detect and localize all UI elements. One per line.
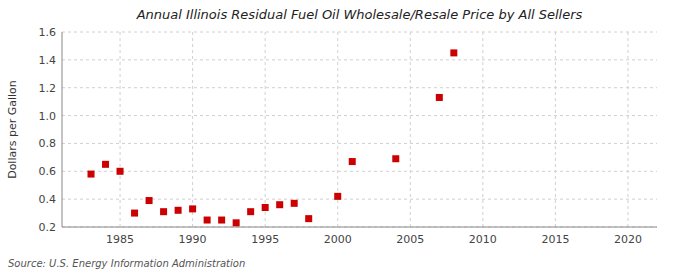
point [160,208,167,215]
y-tick-label: 1.6 [39,26,57,39]
y-axis-line [62,32,63,227]
point [175,207,182,214]
point [262,204,269,211]
y-tick-label: 0.4 [39,193,57,206]
x-tick-label: 2015 [541,233,569,246]
y-grid-line [62,115,657,116]
point [276,201,283,208]
point [305,215,312,222]
x-tick-label: 2010 [469,233,497,246]
x-grid-line [410,32,411,227]
title: Annual Illinois Residual Fuel Oil Wholes… [136,7,583,22]
x-tick-label: 2005 [396,233,424,246]
source-note: Source: U.S. Energy Information Administ… [8,258,245,269]
point [334,193,341,200]
y-grid-line [62,32,657,33]
point [146,197,153,204]
x-tick-label: 2020 [614,233,642,246]
y-axis-label: Dollars per Gallon [6,80,19,179]
point [102,161,109,168]
point [436,94,443,101]
chart: 1985 1990 1995 2000 2005 2010 2015 2020 0.2 0.4 0.… [0,0,675,275]
y-tick-label: 0.6 [39,165,57,178]
x-grid-line [192,32,193,227]
y-grid-line [62,171,657,172]
x-grid-line [120,32,121,227]
y-tick-label: 1.0 [39,110,57,123]
y-grid-line [62,227,657,228]
point [189,205,196,212]
y-grid-line [62,59,657,60]
x-tick-label: 1995 [251,233,279,246]
x-axis-line [62,227,657,228]
grid [62,32,657,227]
points [88,49,458,226]
point [349,158,356,165]
x-tick-label: 1990 [179,233,207,246]
y-tick-label: 0.8 [39,137,57,150]
point [291,200,298,207]
y-tick-label: 0.2 [39,221,57,234]
point [131,210,138,217]
x-grid-line [482,32,483,227]
point [88,171,95,178]
y-tick-label: 1.4 [39,54,57,67]
y-grid-line [62,87,657,88]
point [117,168,124,175]
x-tick-label: 2000 [324,233,352,246]
point [204,217,211,224]
x-tick-label: 1985 [106,233,134,246]
point [450,49,457,56]
y-tick-label: 1.2 [39,82,57,95]
point [247,208,254,215]
x-grid-line [555,32,556,227]
y-grid-line [62,143,657,144]
x-grid-line [265,32,266,227]
x-grid-line [627,32,628,227]
point [218,217,225,224]
point [392,155,399,162]
point [233,219,240,226]
